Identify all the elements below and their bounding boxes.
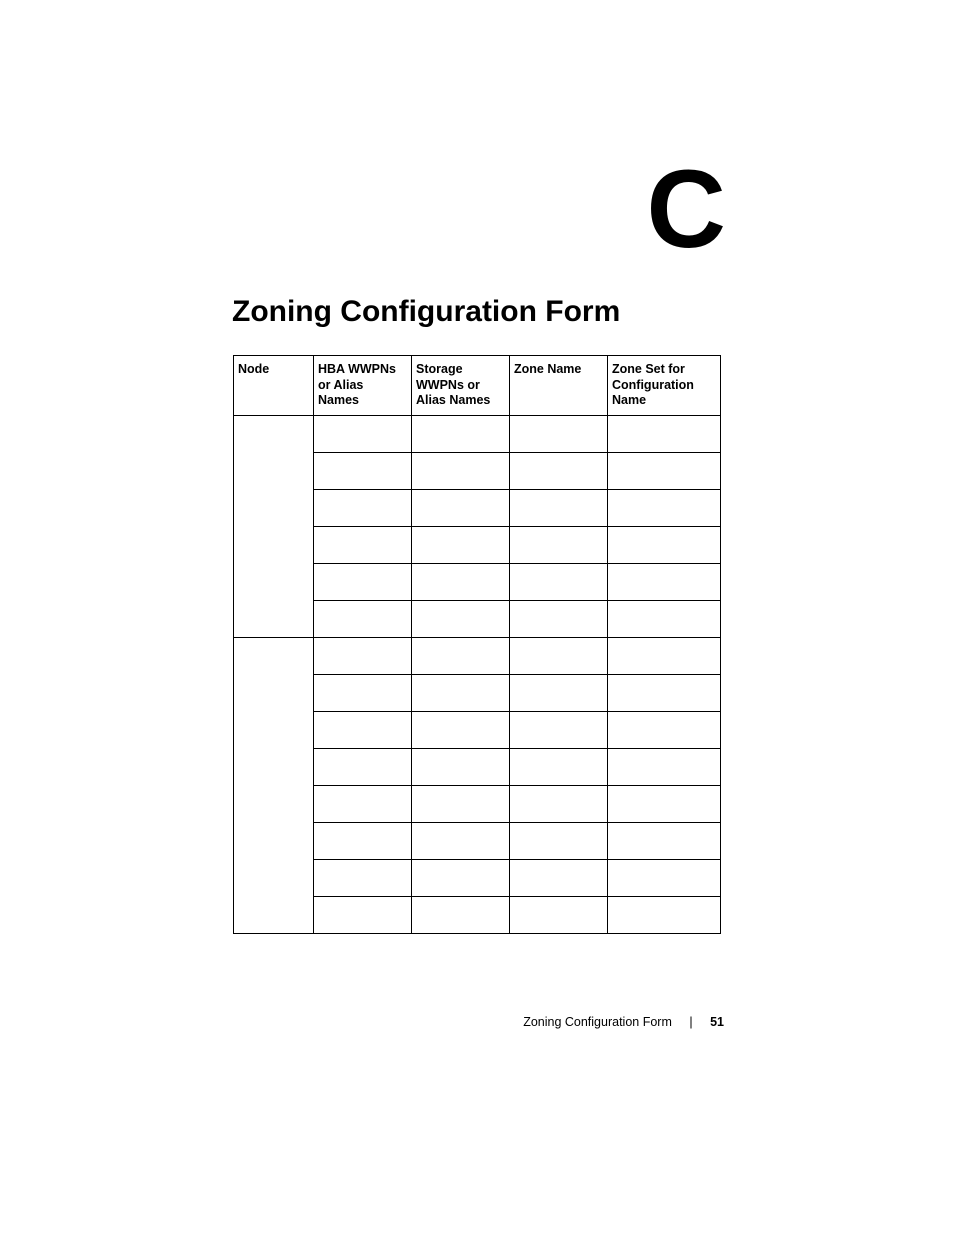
- cell-empty: [314, 749, 412, 786]
- cell-empty: [608, 860, 721, 897]
- cell-empty: [510, 564, 608, 601]
- cell-empty: [608, 416, 721, 453]
- cell-empty: [314, 897, 412, 934]
- cell-empty: [314, 860, 412, 897]
- cell-empty: [314, 601, 412, 638]
- cell-empty: [510, 786, 608, 823]
- cell-node: [234, 638, 314, 934]
- cell-empty: [412, 638, 510, 675]
- cell-empty: [608, 675, 721, 712]
- cell-empty: [412, 823, 510, 860]
- cell-empty: [608, 490, 721, 527]
- col-header-storage: Storage WWPNs or Alias Names: [412, 356, 510, 416]
- cell-empty: [510, 897, 608, 934]
- cell-empty: [608, 527, 721, 564]
- cell-empty: [314, 453, 412, 490]
- cell-node: [234, 416, 314, 638]
- cell-empty: [608, 897, 721, 934]
- cell-empty: [412, 749, 510, 786]
- cell-empty: [608, 564, 721, 601]
- cell-empty: [608, 786, 721, 823]
- cell-empty: [510, 638, 608, 675]
- cell-empty: [510, 453, 608, 490]
- cell-empty: [412, 601, 510, 638]
- cell-empty: [510, 860, 608, 897]
- col-header-zoneset: Zone Set for Configuration Name: [608, 356, 721, 416]
- footer-page-number: 51: [710, 1015, 724, 1029]
- cell-empty: [608, 712, 721, 749]
- cell-empty: [510, 527, 608, 564]
- appendix-letter: C: [647, 155, 724, 265]
- cell-empty: [510, 823, 608, 860]
- cell-empty: [314, 527, 412, 564]
- footer-section-label: Zoning Configuration Form: [523, 1015, 672, 1029]
- cell-empty: [510, 416, 608, 453]
- cell-empty: [510, 749, 608, 786]
- cell-empty: [412, 527, 510, 564]
- table-header-row: Node HBA WWPNs or Alias Names Storage WW…: [234, 356, 721, 416]
- cell-empty: [412, 786, 510, 823]
- cell-empty: [314, 564, 412, 601]
- cell-empty: [608, 601, 721, 638]
- zoning-form-table: Node HBA WWPNs or Alias Names Storage WW…: [233, 355, 721, 934]
- cell-empty: [510, 675, 608, 712]
- cell-empty: [314, 638, 412, 675]
- cell-empty: [412, 897, 510, 934]
- col-header-hba: HBA WWPNs or Alias Names: [314, 356, 412, 416]
- cell-empty: [412, 453, 510, 490]
- cell-empty: [412, 564, 510, 601]
- cell-empty: [314, 823, 412, 860]
- cell-empty: [608, 638, 721, 675]
- cell-empty: [314, 675, 412, 712]
- cell-empty: [608, 453, 721, 490]
- cell-empty: [608, 749, 721, 786]
- page-footer: Zoning Configuration Form | 51: [0, 1015, 954, 1029]
- cell-empty: [412, 860, 510, 897]
- cell-empty: [510, 490, 608, 527]
- cell-empty: [510, 712, 608, 749]
- page-title: Zoning Configuration Form: [232, 295, 620, 329]
- cell-empty: [314, 490, 412, 527]
- cell-empty: [412, 712, 510, 749]
- cell-empty: [314, 416, 412, 453]
- cell-empty: [608, 823, 721, 860]
- table-body: [234, 416, 721, 934]
- table-row: [234, 638, 721, 675]
- cell-empty: [510, 601, 608, 638]
- table-row: [234, 416, 721, 453]
- cell-empty: [314, 712, 412, 749]
- cell-empty: [412, 675, 510, 712]
- col-header-node: Node: [234, 356, 314, 416]
- cell-empty: [314, 786, 412, 823]
- footer-separator: |: [689, 1015, 692, 1029]
- cell-empty: [412, 416, 510, 453]
- col-header-zone: Zone Name: [510, 356, 608, 416]
- cell-empty: [412, 490, 510, 527]
